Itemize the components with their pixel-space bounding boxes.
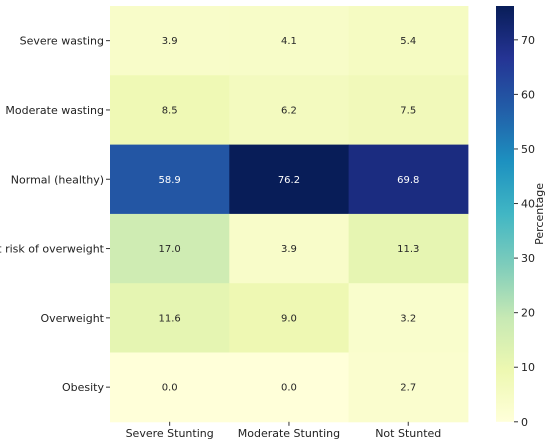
cell-value-label: 11.3	[397, 244, 419, 255]
y-tick-label: Severe wasting	[20, 35, 104, 48]
colorbar-tick-label: 50	[521, 143, 535, 156]
heatmap-cells	[110, 6, 469, 423]
cell-value-label: 5.4	[400, 36, 416, 47]
colorbar-tick-label: 40	[521, 198, 535, 211]
cell-value-label: 8.5	[162, 105, 178, 116]
heatmap-cell	[348, 213, 469, 284]
heatmap-cell	[348, 352, 469, 423]
x-tick-label: Severe Stunting	[126, 427, 214, 440]
cell-value-label: 3.9	[281, 244, 297, 255]
colorbar-label: Percentage	[533, 183, 546, 245]
colorbar	[496, 6, 514, 422]
colorbar-tick-label: 70	[521, 34, 535, 47]
cell-value-label: 58.9	[159, 175, 181, 186]
heatmap-cell	[229, 283, 350, 353]
y-tick-label: Normal (healthy)	[11, 173, 104, 186]
cell-value-label: 6.2	[281, 105, 297, 116]
y-tick-label: Moderate wasting	[5, 104, 104, 117]
x-tick-label: Not Stunted	[375, 427, 441, 440]
heatmap-cell	[348, 283, 469, 353]
y-axis-tick-labels: Severe wasting Moderate wasting Normal (he…	[0, 35, 110, 394]
cell-value-label: 76.2	[278, 175, 300, 186]
colorbar-tick-label: 60	[521, 88, 535, 101]
colorbar-ticks: 0 10 20 30 40 50 60 70	[514, 34, 535, 429]
colorbar-tick-label: 10	[521, 361, 535, 374]
x-tick-label: Moderate Stunting	[238, 427, 340, 440]
y-tick-label: At risk of overweight	[0, 243, 105, 256]
heatmap-cell	[348, 144, 469, 215]
y-tick-label: Obesity	[62, 381, 105, 394]
heatmap-cell	[110, 283, 230, 353]
heatmap-cell	[110, 213, 230, 284]
heatmap-cell	[348, 75, 469, 146]
cell-value-label: 3.9	[162, 36, 178, 47]
heatmap-cell	[229, 213, 350, 284]
heatmap-cell	[110, 6, 230, 76]
cell-value-label: 3.2	[400, 313, 416, 324]
cell-value-label: 2.7	[400, 383, 416, 394]
cell-value-labels: 3.9 4.1 5.4 8.5 6.2 7.5 58.9 76.2 69.8 17.0 3.9 11.…	[159, 36, 420, 394]
heatmap-cell	[229, 6, 350, 76]
cell-value-label: 4.1	[281, 36, 297, 47]
y-tick-label: Overweight	[40, 312, 104, 325]
cell-value-label: 17.0	[159, 244, 181, 255]
heatmap-cell	[110, 144, 230, 215]
heatmap-cell	[110, 352, 230, 423]
cell-value-label: 0.0	[162, 383, 178, 394]
cell-value-label: 7.5	[400, 105, 416, 116]
heatmap-cell	[229, 352, 350, 423]
cell-value-label: 11.6	[159, 313, 181, 324]
colorbar-tick-label: 30	[521, 252, 535, 265]
colorbar-tick-label: 0	[521, 416, 528, 429]
cell-value-label: 69.8	[397, 175, 419, 186]
cell-value-label: 0.0	[281, 383, 297, 394]
cell-value-label: 9.0	[281, 313, 297, 324]
heatmap-cell	[348, 6, 469, 76]
heatmap-cell	[229, 144, 350, 215]
colorbar-tick-label: 20	[521, 307, 535, 320]
heatmap-cell	[229, 75, 350, 146]
heatmap-cell	[110, 75, 230, 146]
x-axis-tick-labels: Severe Stunting Moderate Stunting Not Stun…	[126, 421, 441, 440]
